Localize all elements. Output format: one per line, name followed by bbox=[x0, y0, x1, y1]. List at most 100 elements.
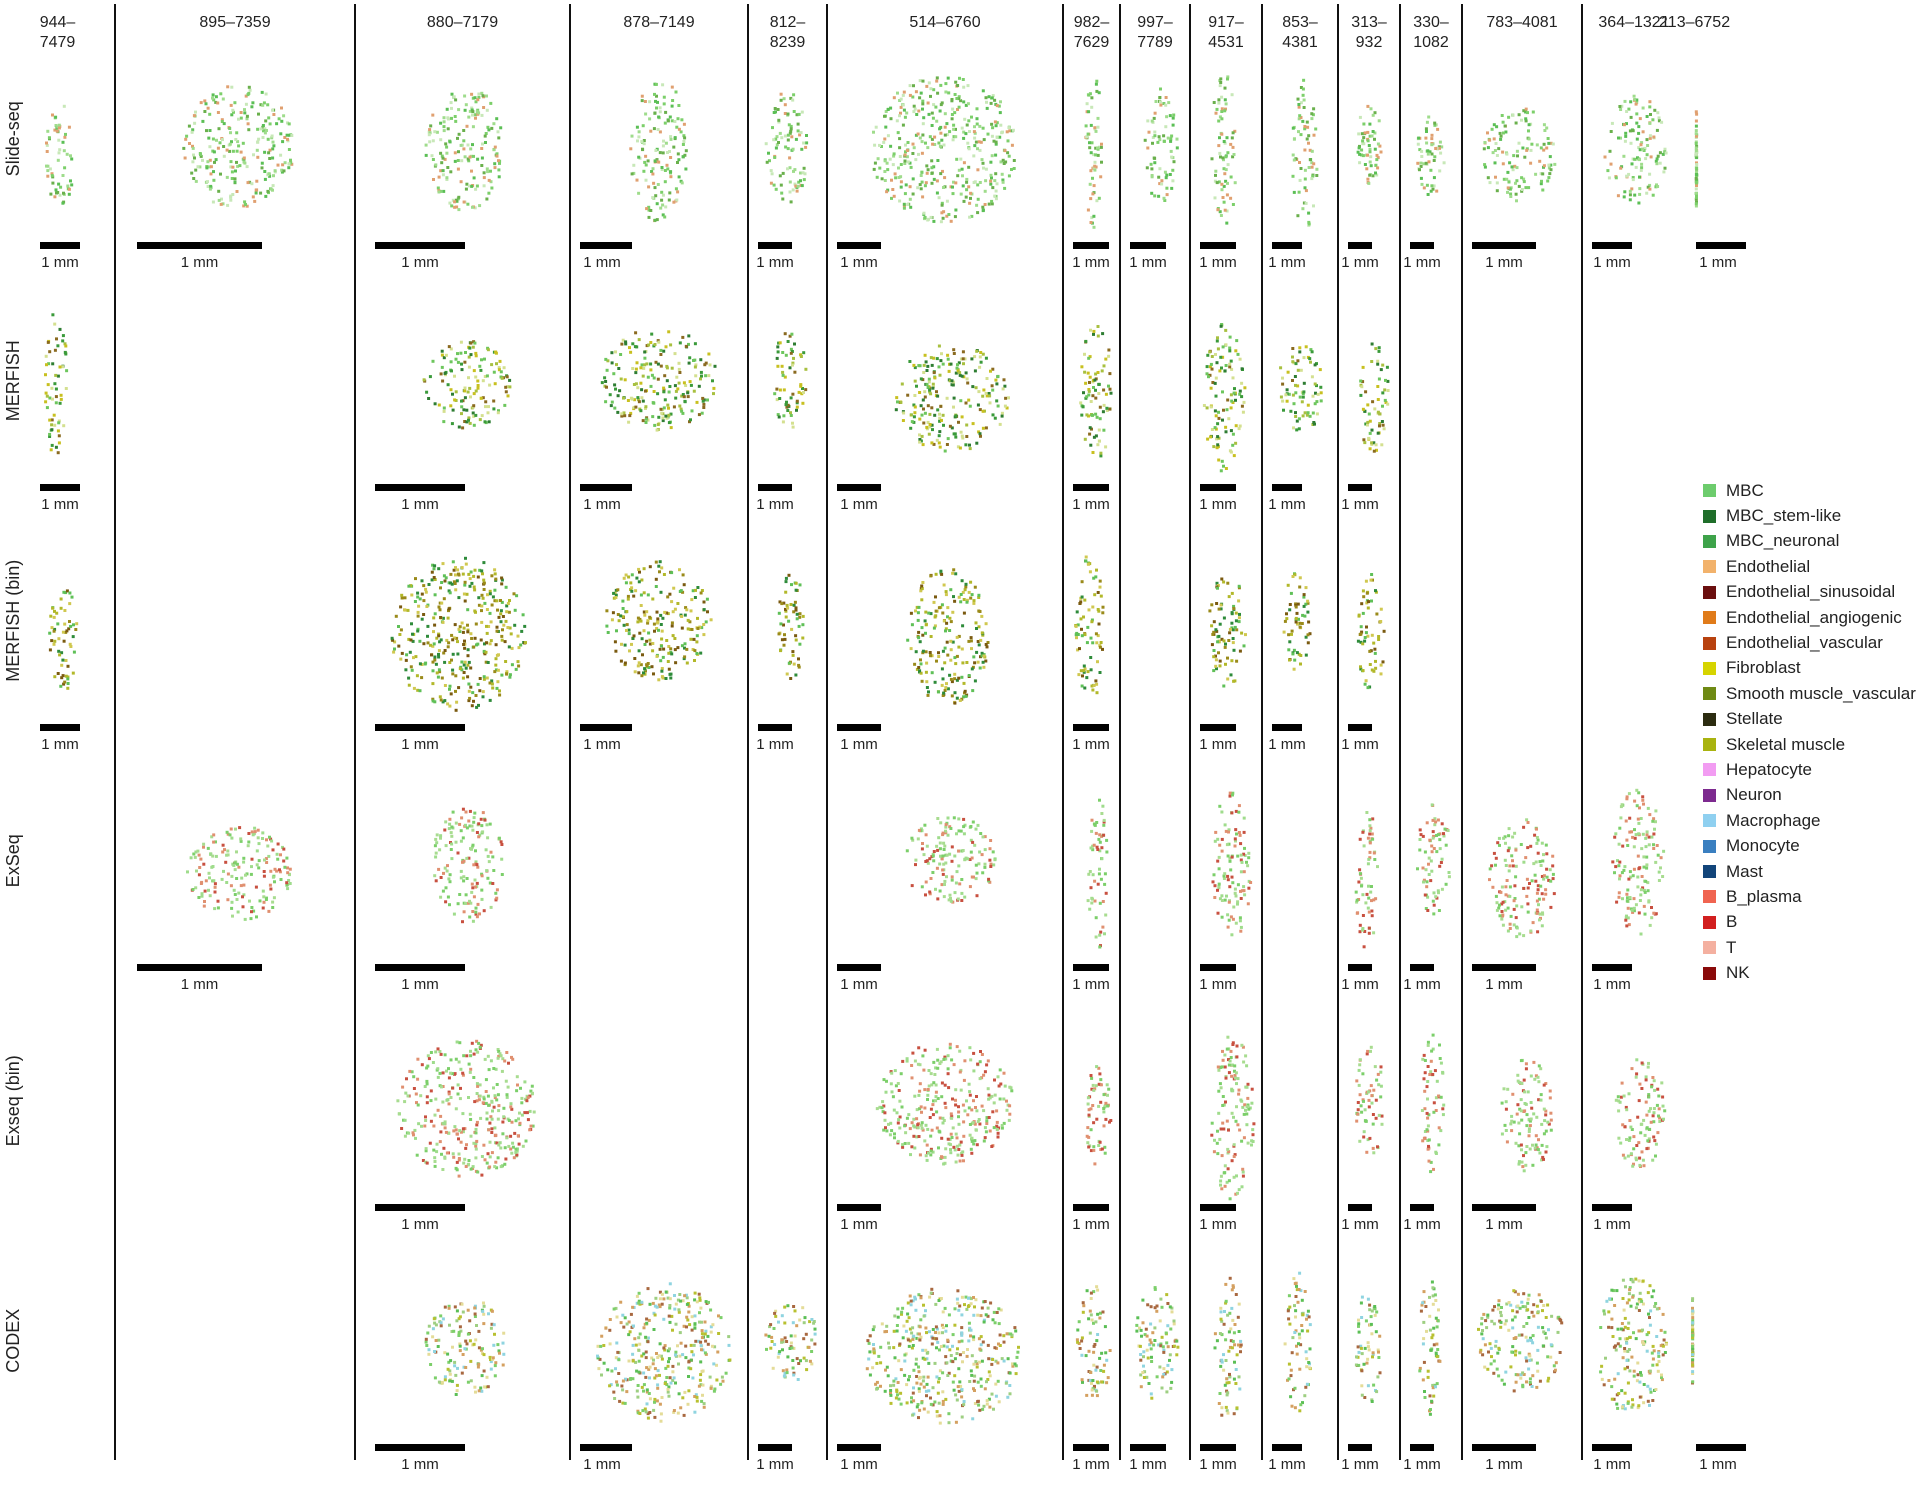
cell-dot bbox=[449, 388, 453, 392]
cell-dot bbox=[1635, 121, 1639, 125]
cell-dot bbox=[1087, 388, 1091, 391]
cell-dot bbox=[636, 386, 640, 390]
cell-dot bbox=[974, 827, 978, 831]
cell-dot bbox=[605, 385, 608, 389]
cell-dot bbox=[255, 148, 259, 152]
cell-dot bbox=[1379, 368, 1383, 372]
cell-dot bbox=[1224, 829, 1228, 833]
cell-dot bbox=[883, 179, 887, 182]
cell-dot bbox=[1313, 363, 1317, 367]
cell-dot bbox=[661, 655, 665, 659]
cell-dot bbox=[975, 122, 979, 126]
cell-dot bbox=[485, 641, 488, 645]
cell-dot bbox=[1094, 396, 1098, 400]
cell-dot bbox=[789, 351, 793, 355]
cell-dot bbox=[1311, 113, 1315, 117]
cell-dot bbox=[474, 351, 478, 355]
cell-dot bbox=[932, 371, 936, 375]
cell-dot bbox=[694, 363, 698, 367]
cell-dot bbox=[248, 899, 251, 903]
cell-dot bbox=[951, 192, 955, 196]
cell-dot bbox=[443, 699, 447, 703]
cell-dot bbox=[935, 844, 939, 848]
cell-dot bbox=[505, 375, 509, 379]
cell-dot bbox=[432, 630, 435, 634]
cell-dot bbox=[506, 602, 510, 605]
cell-dot bbox=[905, 849, 909, 853]
cell-dot bbox=[1302, 201, 1306, 205]
cell-dot bbox=[1548, 155, 1552, 159]
cell-dot bbox=[1306, 411, 1310, 415]
cell-dot bbox=[1386, 379, 1390, 383]
cell-dot bbox=[427, 397, 431, 400]
cell-dot bbox=[691, 589, 695, 593]
cell-dot bbox=[448, 880, 452, 884]
cell-dot bbox=[950, 875, 954, 879]
cell-dot bbox=[883, 114, 886, 118]
cell-dot bbox=[666, 595, 670, 599]
cell-dot bbox=[620, 342, 624, 346]
cell-dot bbox=[1302, 595, 1306, 599]
cell-dot bbox=[1098, 671, 1102, 674]
cell-dot bbox=[940, 211, 944, 215]
cell-dot bbox=[695, 652, 699, 655]
cell-dot bbox=[700, 411, 704, 415]
cell-dot bbox=[675, 198, 679, 202]
cell-dot bbox=[493, 162, 497, 166]
cell-dot bbox=[66, 675, 70, 679]
cell-dot bbox=[969, 636, 973, 640]
cell-dot bbox=[1370, 442, 1374, 446]
cell-dot bbox=[449, 572, 453, 576]
tissue-section bbox=[906, 568, 990, 705]
cell-dot bbox=[465, 826, 469, 830]
cell-dot bbox=[57, 182, 61, 186]
cell-dot bbox=[469, 570, 473, 574]
cell-dot bbox=[673, 384, 677, 388]
cell-dot bbox=[431, 113, 435, 117]
cell-dot bbox=[1227, 842, 1231, 846]
cell-dot bbox=[434, 662, 438, 666]
cell-dot bbox=[480, 874, 484, 878]
cell-dot bbox=[1233, 625, 1237, 629]
cell-dot bbox=[462, 592, 466, 596]
cell-dot bbox=[1001, 178, 1005, 182]
cell-dot bbox=[443, 828, 447, 832]
cell-dot bbox=[1214, 414, 1218, 418]
cell-dot bbox=[467, 355, 471, 359]
cell-dot bbox=[1297, 117, 1301, 121]
tissue-section bbox=[1416, 115, 1446, 196]
cell-dot bbox=[1007, 174, 1011, 178]
cell-dot bbox=[967, 185, 971, 189]
cell-dot bbox=[994, 124, 998, 128]
cell-dot bbox=[442, 189, 446, 193]
cell-dot bbox=[673, 637, 677, 640]
cell-dot bbox=[969, 850, 973, 854]
cell-dot bbox=[773, 107, 777, 110]
cell-dot bbox=[1002, 378, 1006, 382]
cell-dot bbox=[1379, 150, 1383, 154]
cell-dot bbox=[644, 154, 648, 158]
cell-dot bbox=[471, 828, 475, 832]
cell-dot bbox=[633, 657, 637, 660]
cell-dot bbox=[978, 124, 982, 128]
cell-dot bbox=[1361, 407, 1365, 411]
cell-dot bbox=[1158, 182, 1162, 186]
cell-dot bbox=[935, 438, 939, 442]
cell-dot bbox=[457, 627, 461, 631]
cell-dot bbox=[1088, 426, 1092, 430]
cell-dot bbox=[1624, 131, 1628, 135]
cell-dot bbox=[795, 405, 799, 409]
cell-dot bbox=[1107, 384, 1110, 388]
cell-dot bbox=[1096, 371, 1100, 374]
cell-dot bbox=[235, 160, 238, 164]
cell-dot bbox=[392, 650, 396, 654]
cell-dot bbox=[886, 108, 890, 111]
cell-dot bbox=[53, 423, 57, 427]
cell-dot bbox=[773, 392, 777, 396]
cell-dot bbox=[1230, 93, 1234, 97]
cell-dot bbox=[679, 407, 683, 411]
cell-dot bbox=[1216, 586, 1219, 590]
cell-dot bbox=[1287, 392, 1291, 396]
cell-dot bbox=[966, 381, 970, 385]
cell-dot bbox=[616, 588, 620, 592]
